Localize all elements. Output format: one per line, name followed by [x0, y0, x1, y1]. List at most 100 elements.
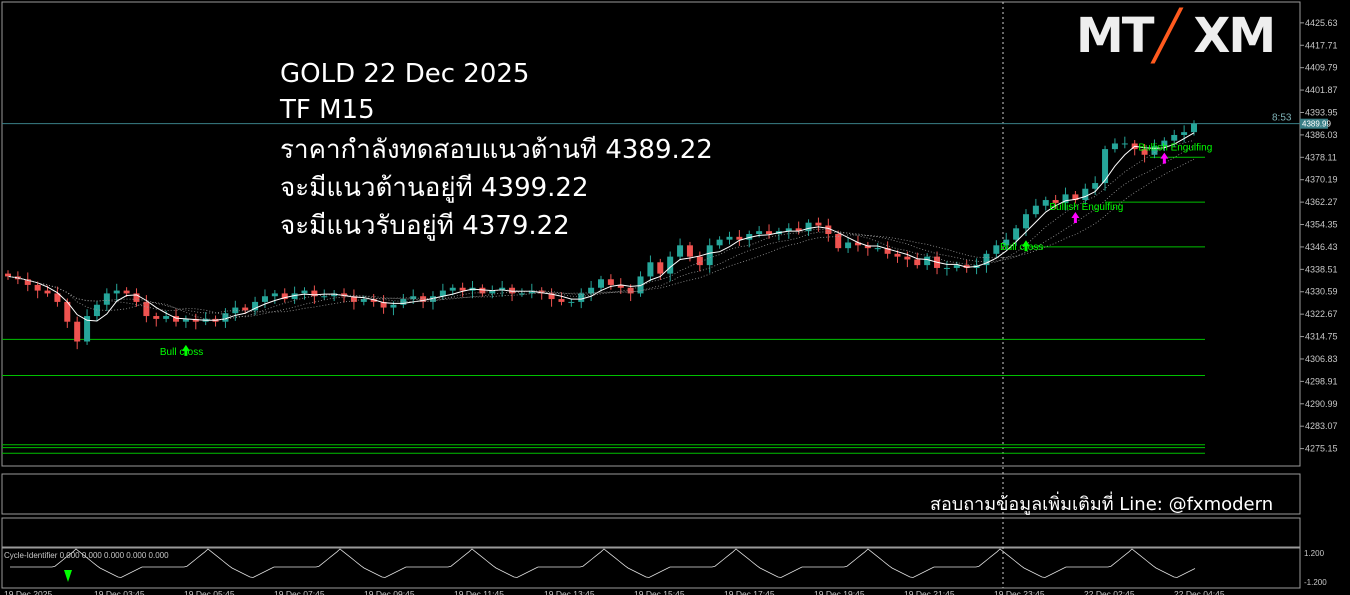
cycle-signal-arrow — [64, 570, 72, 582]
candle-body — [914, 259, 921, 266]
candle-body — [390, 304, 397, 308]
ribbon-line — [7, 145, 1195, 318]
y-tick-label: 4290.99 — [1305, 399, 1338, 409]
candle-body — [410, 296, 417, 300]
candle-body — [598, 279, 604, 288]
candle-body — [805, 222, 812, 232]
main-panel-frame — [1, 1, 1301, 467]
empty-panel-frame-2 — [1, 517, 1301, 548]
candle-body — [1121, 143, 1128, 145]
x-tick-label: 19 Dec 07:45 — [274, 589, 325, 595]
candle-body — [983, 253, 990, 266]
candle-body — [439, 290, 446, 297]
candle-body — [34, 284, 41, 291]
candle-body — [588, 287, 595, 294]
x-tick-label: 19 Dec 03:45 — [94, 589, 145, 595]
candle-body — [894, 253, 901, 257]
x-tick-label: 19 Dec 05:45 — [184, 589, 235, 595]
candle-body — [123, 290, 130, 294]
candle-body — [489, 290, 496, 294]
candle-body — [1171, 134, 1178, 141]
candle-body — [736, 236, 743, 240]
candle-body — [281, 293, 288, 300]
candle-body — [686, 245, 693, 257]
candle-body — [133, 293, 140, 302]
y-tick-label: 4338.51 — [1305, 264, 1338, 274]
y-tick-label: 4378.11 — [1305, 152, 1337, 162]
y-tick-label: 4425.63 — [1305, 18, 1338, 28]
candle-body — [904, 256, 911, 260]
candle-body — [5, 273, 11, 277]
candle-body — [509, 287, 516, 294]
y-tick-label: 4283.07 — [1305, 421, 1338, 431]
x-tick-label: 19 Dec 15:45 — [634, 589, 685, 595]
candle-body — [499, 287, 506, 291]
candle-body — [74, 321, 81, 342]
y-tick-label: 4275.15 — [1305, 444, 1338, 454]
candle-body — [54, 293, 61, 302]
candle-body — [1032, 205, 1039, 215]
y-tick-label: 4393.95 — [1305, 107, 1338, 117]
candle-body — [548, 293, 555, 300]
candle-body — [607, 279, 614, 285]
candle-body — [696, 256, 703, 266]
candle-body — [785, 228, 792, 232]
cycle-identifier-line — [10, 548, 1196, 578]
mt-xm-logo: MT╱ XM — [1076, 8, 1276, 64]
candle-body — [261, 296, 268, 302]
ribbon-line — [7, 158, 1195, 314]
annotation-label: Bullish Engulfing — [1138, 143, 1212, 154]
y-tick-label: 4386.03 — [1305, 130, 1338, 140]
y-tick-label: 4314.75 — [1305, 332, 1338, 342]
candle-body — [1052, 200, 1059, 203]
indicator-label: Cycle-Identifier 0.000 0.000 0.000 0.000… — [4, 551, 169, 560]
candle-body — [103, 293, 110, 305]
overlay-support: จะมีแนวรับอยู่ที 4379.22 — [280, 211, 570, 241]
x-tick-label: 19 Dec 23:45 — [994, 589, 1045, 595]
candle-body — [558, 299, 565, 302]
candle-body — [44, 290, 51, 294]
annotation-label: Bull cross — [160, 347, 203, 358]
candle-body — [667, 256, 674, 274]
candle-body — [311, 290, 318, 297]
candle-body — [429, 296, 436, 302]
candle-body — [825, 225, 832, 234]
candle-body — [1111, 143, 1118, 150]
candle-body — [93, 304, 100, 317]
candle-body — [1062, 194, 1069, 203]
y-tick-label: 4401.87 — [1305, 85, 1338, 95]
candle-body — [1181, 132, 1188, 135]
candle-body — [756, 231, 763, 234]
y-tick-label: 4298.91 — [1305, 376, 1338, 386]
y-tick-label: 4322.67 — [1305, 309, 1338, 319]
candle-body — [637, 276, 644, 294]
y-tick-label: 4417.71 — [1305, 40, 1338, 50]
candle-body — [252, 301, 259, 311]
overlay-timeframe: TF M15 — [280, 95, 375, 125]
candle-body — [874, 248, 881, 250]
y-tick-label: 4354.35 — [1305, 220, 1338, 230]
candle-body — [360, 299, 367, 302]
candle-body — [993, 245, 1000, 254]
y-tick-label: 4370.19 — [1305, 175, 1338, 185]
candle-body — [479, 287, 486, 294]
candle-body — [538, 290, 545, 294]
candle-body — [1003, 239, 1010, 246]
candle-body — [113, 290, 120, 294]
price-tag-bg — [1300, 118, 1328, 129]
candle-body — [143, 301, 150, 317]
x-tick-label: 19 Dec 2025 — [4, 589, 52, 595]
candle-body — [192, 318, 199, 322]
x-tick-label: 22 Dec 02:45 — [1084, 589, 1135, 595]
candle-body — [370, 299, 377, 302]
annotation-label: Bull cross — [1000, 242, 1043, 253]
x-tick-label: 19 Dec 17:45 — [724, 589, 775, 595]
candle-body — [301, 290, 308, 294]
candle-body — [64, 301, 71, 322]
candle-body — [617, 284, 624, 288]
candle-body — [627, 287, 634, 294]
overlay-resistance: จะมีแนวต้านอยู่ที 4399.22 — [280, 173, 589, 203]
candle-body — [380, 301, 387, 308]
candle-body — [746, 234, 753, 240]
